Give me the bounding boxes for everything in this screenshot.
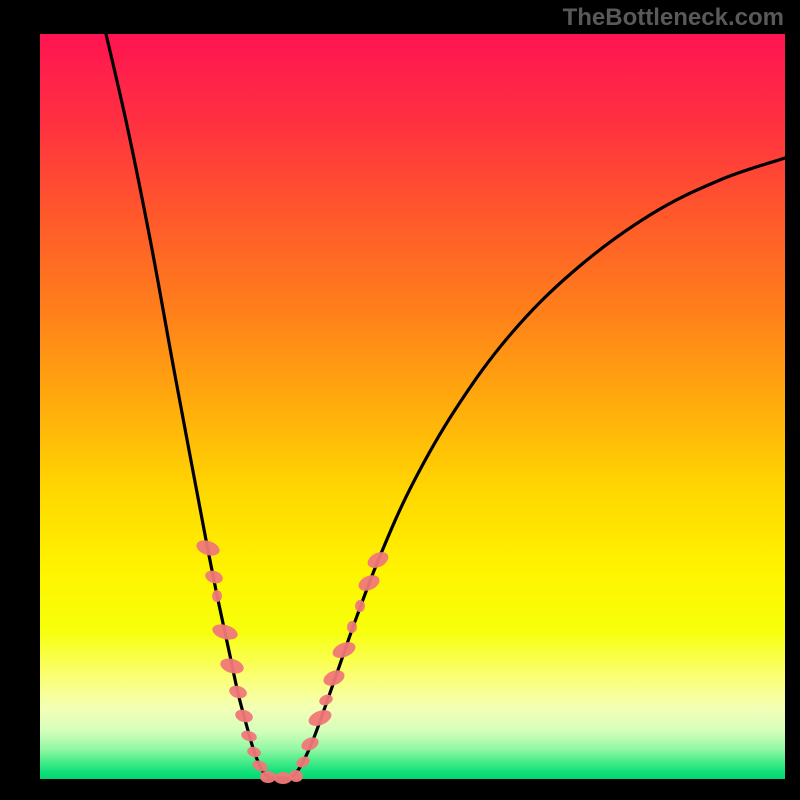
watermark-text: TheBottleneck.com <box>563 4 784 32</box>
gradient-plot-area <box>40 34 785 779</box>
chart-stage: TheBottleneck.com <box>0 0 800 800</box>
